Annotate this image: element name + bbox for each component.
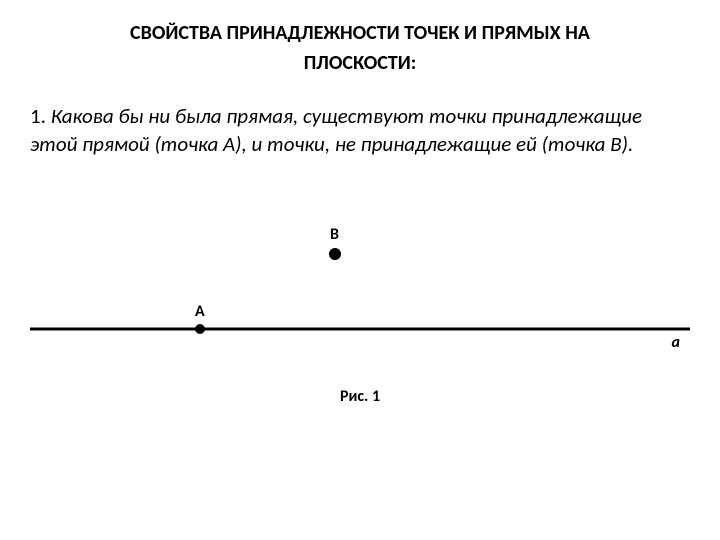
figure-container: a А В Рис. 1 bbox=[30, 219, 690, 406]
point-b-label: В bbox=[330, 225, 339, 244]
title-line-2: ПЛОСКОСТИ: bbox=[304, 51, 417, 75]
figure-caption: Рис. 1 bbox=[340, 387, 380, 406]
paragraph-text: Какова бы ни была прямая, существуют точ… bbox=[30, 103, 642, 157]
figure-svg: a А В bbox=[30, 219, 690, 379]
point-a-label: А bbox=[195, 302, 205, 321]
paragraph-number: 1. bbox=[30, 103, 46, 129]
figure-1: a А В bbox=[30, 219, 690, 379]
page-title: СВОЙСТВА ПРИНАДЛЕЖНОСТИ ТОЧЕК И ПРЯМЫХ Н… bbox=[30, 18, 690, 78]
body-paragraph: 1. Какова бы ни была прямая, существуют … bbox=[30, 102, 690, 159]
point-a bbox=[195, 324, 205, 334]
page: СВОЙСТВА ПРИНАДЛЕЖНОСТИ ТОЧЕК И ПРЯМЫХ Н… bbox=[0, 0, 720, 540]
point-b bbox=[329, 248, 341, 260]
title-line-1: СВОЙСТВА ПРИНАДЛЕЖНОСТИ ТОЧЕК И ПРЯМЫХ Н… bbox=[130, 21, 590, 45]
line-label-a: a bbox=[672, 333, 680, 352]
